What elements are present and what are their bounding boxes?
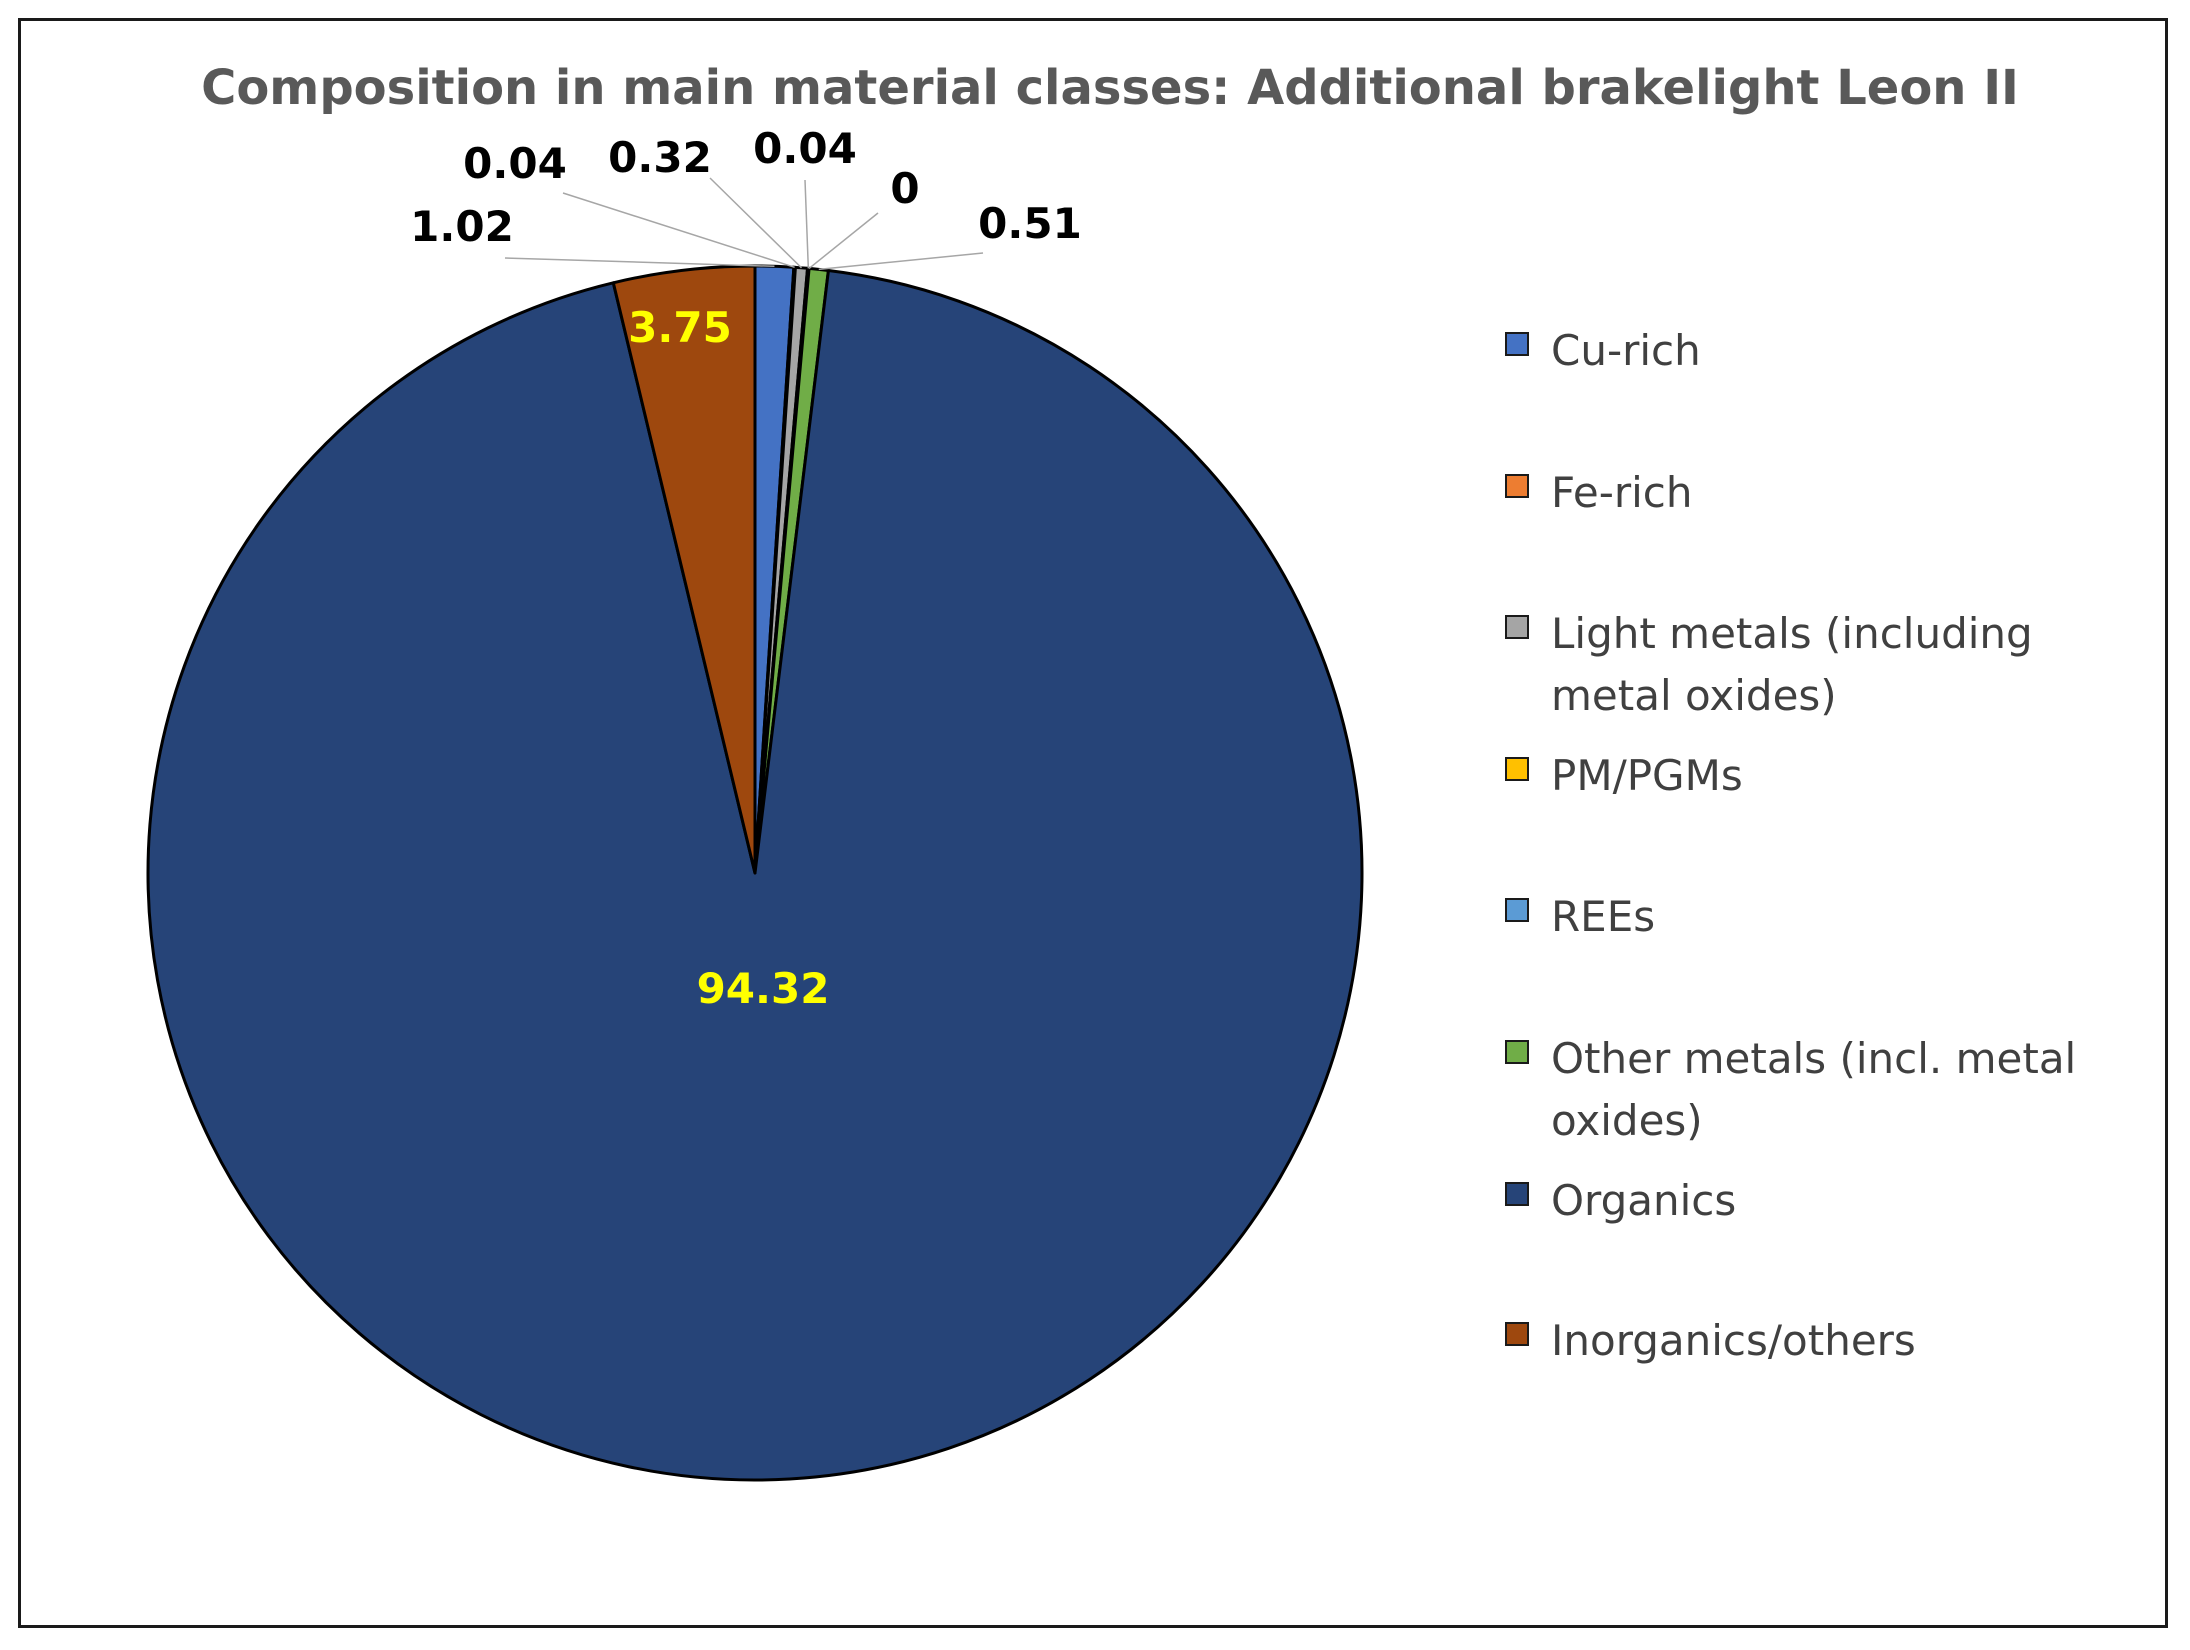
leader-line-light-metals-including-metal-oxides	[709, 177, 803, 269]
legend-label: Light metals (including metal oxides)	[1551, 609, 2033, 720]
data-label-other-metals-incl-metal-oxides: 0.51	[978, 199, 1082, 248]
leader-line-pm-pgms	[804, 179, 810, 269]
legend-label: Cu-rich	[1551, 326, 1701, 375]
legend-label: Other metals (incl. metal oxides)	[1551, 1034, 2077, 1145]
legend-swatch	[1505, 332, 1529, 356]
legend-label: Inorganics/others	[1551, 1316, 1916, 1365]
data-label-cu-rich: 1.02	[410, 202, 514, 251]
legend-label: PM/PGMs	[1551, 751, 1743, 800]
chart-title: Composition in main material classes: Ad…	[201, 60, 2019, 116]
data-label-light-metals-including-metal-oxides: 0.32	[608, 133, 712, 182]
leader-line-rees	[808, 212, 879, 269]
leader-line-other-metals-incl-metal-oxides	[818, 252, 984, 271]
legend-label: REEs	[1551, 892, 1656, 941]
legend-label: Organics	[1551, 1176, 1737, 1225]
legend-swatch	[1505, 1182, 1529, 1206]
data-label-rees: 0	[890, 164, 919, 213]
data-label-pm-pgms: 0.04	[753, 124, 857, 173]
legend-swatch	[1505, 898, 1529, 922]
data-label-organics: 94.32	[697, 964, 830, 1013]
legend-swatch	[1505, 474, 1529, 498]
data-label-inorganics-others: 3.75	[628, 303, 732, 352]
legend-swatch	[1505, 1040, 1529, 1064]
data-label-fe-rich: 0.04	[463, 139, 567, 188]
legend-swatch	[1505, 757, 1529, 781]
pie-slice-organics	[146, 268, 1364, 1482]
leader-line-fe-rich	[562, 192, 795, 269]
legend-swatch	[1505, 1322, 1529, 1346]
leader-line-cu-rich	[504, 257, 775, 268]
legend-swatch	[1505, 615, 1529, 639]
legend-label: Fe-rich	[1551, 468, 1693, 517]
